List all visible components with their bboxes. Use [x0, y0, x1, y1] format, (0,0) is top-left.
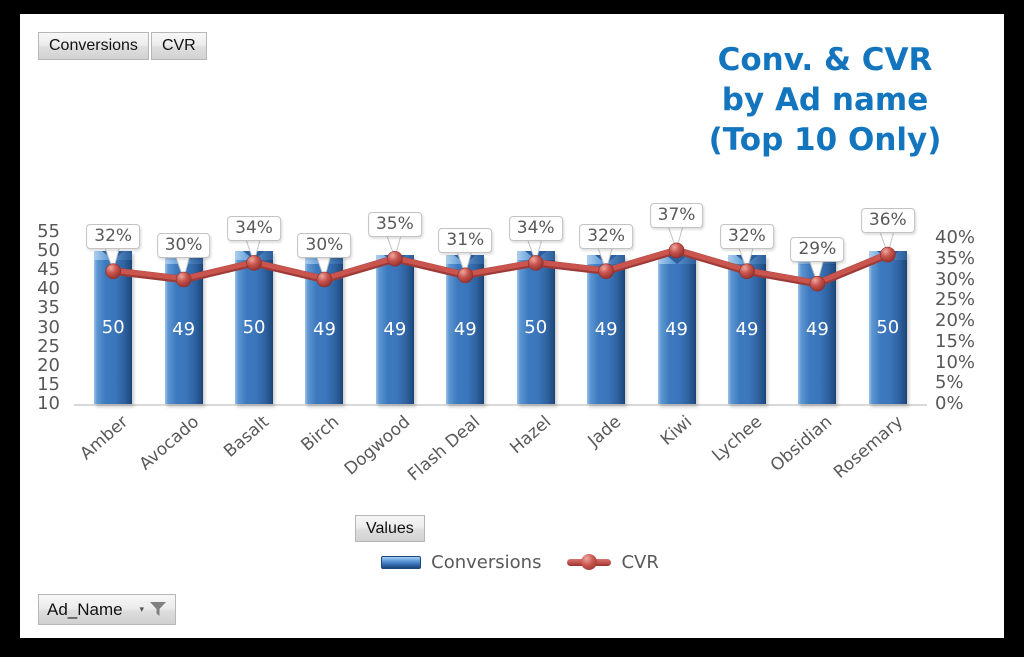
- conversions-data-label: 49: [453, 318, 477, 340]
- conversions-data-label: 50: [876, 317, 900, 339]
- left-axis-tick: 50: [37, 240, 60, 262]
- field-button-cvr[interactable]: CVR: [150, 32, 207, 60]
- right-axis-tick: 35%: [935, 247, 976, 269]
- chart-title-line-3: (Top 10 Only): [708, 122, 942, 158]
- conversions-data-label: 49: [172, 318, 196, 340]
- left-axis-tick: 35: [37, 297, 60, 319]
- bar-lychee[interactable]: 49: [727, 254, 766, 404]
- cvr-data-label-hazel: 34%: [508, 215, 563, 241]
- right-axis-tick: 30%: [935, 268, 976, 290]
- dropdown-arrow-icon: ▾: [139, 604, 144, 614]
- cvr-data-label-basalt: 34%: [227, 215, 281, 241]
- category-axis-line: [74, 404, 927, 406]
- right-axis-tick: 15%: [935, 330, 976, 352]
- right-axis-tick: 20%: [935, 310, 976, 331]
- cvr-line-shadow: [112, 246, 890, 288]
- cvr-data-label-birch: 30%: [297, 232, 352, 258]
- cvr-data-label-obsidian: 29%: [790, 236, 845, 262]
- cvr-data-label-lychee: 32%: [720, 224, 774, 250]
- conversions-data-label: 49: [313, 318, 336, 340]
- plot-area: 55 50 45 40 35 30 25 20 15 10 40% 35% 30% 25% 20% 15% 10…: [20, 14, 1004, 638]
- chart-title-line-1: Conv. & CVR: [717, 42, 933, 78]
- conversions-data-label: 49: [665, 318, 688, 340]
- legend-label-conversions: Conversions: [431, 551, 542, 573]
- cvr-data-label-avocado: 30%: [156, 232, 211, 258]
- legend-item-cvr[interactable]: CVR: [567, 551, 659, 573]
- conversions-data-label: 49: [735, 318, 759, 340]
- chart-title-line-2: by Ad name: [721, 82, 929, 118]
- bar-birch[interactable]: 49: [305, 254, 344, 404]
- right-axis-tick: 40%: [935, 227, 976, 248]
- left-axis-tick: 45: [37, 259, 60, 281]
- bar-rosemary[interactable]: 50: [868, 251, 907, 404]
- bar-hazel[interactable]: 50: [516, 251, 555, 404]
- bar-avocado[interactable]: 49: [164, 254, 203, 404]
- right-axis-tick: 0%: [935, 393, 964, 414]
- callout-tail: [667, 226, 684, 252]
- conversions-data-label: 50: [101, 317, 125, 339]
- left-axis-tick: 20: [37, 354, 60, 376]
- cvr-data-label-flash-deal: 31%: [438, 228, 493, 254]
- bar-basalt[interactable]: 50: [235, 251, 274, 404]
- cvr-data-label-rosemary: 36%: [860, 207, 915, 233]
- filter-funnel-icon: [150, 602, 166, 616]
- left-axis-tick: 30: [37, 316, 60, 338]
- adname-field-button[interactable]: Ad_Name ▾: [38, 594, 176, 625]
- chart-title: Conv. & CVR by Ad name (Top 10 Only): [660, 40, 990, 160]
- legend-item-conversions[interactable]: Conversions: [381, 552, 541, 573]
- conversions-bar-swatch-icon: [381, 555, 422, 569]
- field-button-conversions[interactable]: Conversions: [38, 32, 149, 60]
- adname-field-label: Ad_Name: [47, 599, 123, 619]
- right-axis-tick: 10%: [935, 351, 976, 373]
- bar-kiwi[interactable]: 49: [657, 254, 696, 404]
- right-axis-tick: 25%: [935, 289, 976, 311]
- left-axis-tick: 25: [37, 335, 60, 357]
- cvr-line[interactable]: [112, 246, 889, 286]
- cvr-data-label-amber: 32%: [86, 224, 141, 250]
- bar-flash-deal[interactable]: 49: [446, 254, 485, 404]
- bar-dogwood[interactable]: 49: [375, 254, 414, 404]
- series-field-buttons: Conversions CVR: [38, 32, 207, 60]
- cvr-data-label-kiwi: 37%: [649, 203, 704, 229]
- legend-label-cvr: CVR: [621, 551, 659, 573]
- chart-canvas: Conversions CVR Conv. & CVR by Ad name (…: [20, 14, 1004, 638]
- cvr-data-label-dogwood: 35%: [367, 211, 422, 237]
- left-axis-tick: 40: [37, 278, 60, 300]
- bar-obsidian[interactable]: 49: [798, 254, 837, 404]
- conversions-data-label: 50: [242, 317, 266, 339]
- bar-jade[interactable]: 49: [587, 254, 626, 404]
- left-axis-tick: 55: [37, 221, 60, 242]
- conversions-data-label: 50: [524, 317, 548, 339]
- cvr-line-swatch-icon: [567, 554, 612, 570]
- conversions-data-label: 49: [594, 318, 618, 340]
- values-field-button[interactable]: Values: [355, 515, 425, 542]
- cvr-data-label-jade: 32%: [579, 224, 634, 250]
- conversions-data-label: 49: [383, 318, 407, 340]
- left-axis-tick: 15: [37, 373, 60, 395]
- legend: Conversions CVR: [310, 550, 730, 574]
- left-axis-tick: 10: [37, 393, 60, 414]
- conversions-data-label: 49: [805, 318, 829, 340]
- bar-amber[interactable]: 50: [94, 251, 133, 404]
- right-axis-tick: 5%: [935, 372, 964, 394]
